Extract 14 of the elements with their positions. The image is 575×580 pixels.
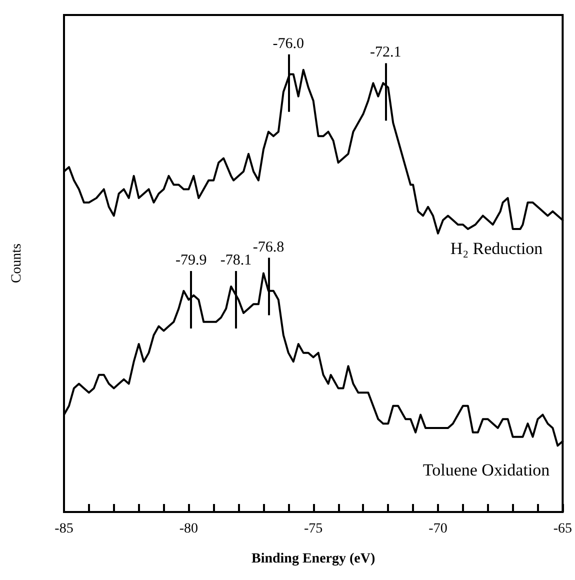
x-tick-label: -70	[428, 522, 448, 536]
annotation: -79.9	[176, 252, 207, 269]
annotation: -78.1	[220, 252, 252, 269]
annotation: -76.0	[272, 36, 304, 52]
x-tick-label: -80	[179, 522, 198, 536]
x-tick-label: -75	[304, 522, 323, 536]
annotation: -76.8	[252, 239, 284, 256]
x-tick-label: -85	[54, 522, 74, 536]
series-label: Toluene Oxidation	[422, 460, 550, 480]
annotation: -72.1	[370, 44, 402, 61]
y-axis-title: Counts	[10, 243, 24, 284]
series-label: H₂ Reduction	[450, 239, 544, 258]
x-axis-title: Binding Energy (eV)	[251, 552, 376, 566]
x-tick-label: -65	[553, 522, 572, 536]
